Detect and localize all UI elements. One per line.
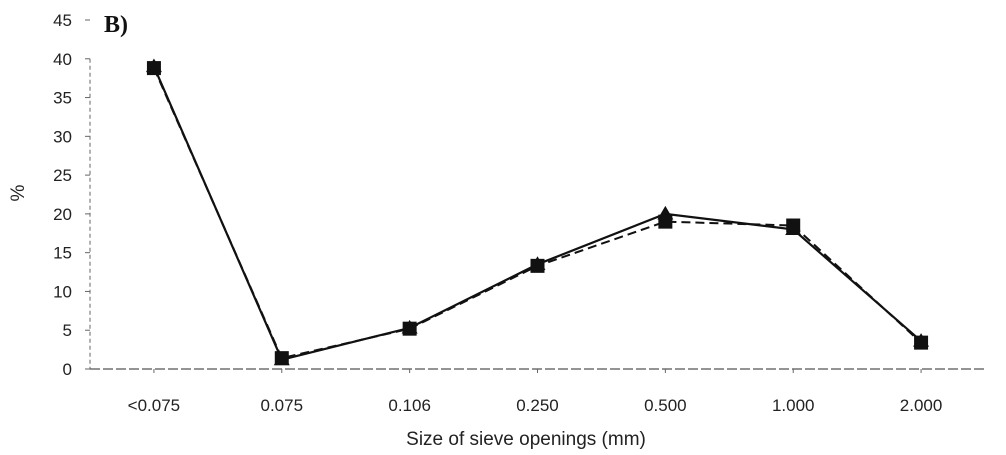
y-tick-label: 40 — [53, 50, 72, 69]
y-axis-title: % — [8, 184, 29, 201]
y-tick-label: 30 — [53, 127, 72, 146]
y-tick-label: 20 — [53, 205, 72, 224]
series-2-point — [914, 335, 929, 350]
series-2-point — [786, 218, 801, 233]
y-tick-label: 10 — [53, 282, 72, 301]
series-2-point — [402, 321, 417, 336]
series-line-1 — [152, 66, 922, 361]
series-2-point — [530, 258, 545, 273]
x-tick-label: 0.250 — [516, 396, 559, 415]
x-tick-label: <0.075 — [128, 396, 180, 415]
y-tick-label: 15 — [53, 244, 72, 263]
y-tick-label: 0 — [63, 360, 72, 379]
x-tick-label: 2.000 — [900, 396, 943, 415]
x-tick-label: 0.500 — [644, 396, 687, 415]
x-tick-label: 0.106 — [388, 396, 431, 415]
y-tick-label: 35 — [53, 89, 72, 108]
y-tick-label: 45 — [53, 11, 72, 30]
series-2-point — [658, 214, 673, 229]
x-axis-ticks: <0.075 0.075 0.106 0.250 0.500 1.000 2.000 — [128, 369, 943, 415]
x-tick-label: 0.075 — [261, 396, 304, 415]
y-tick-label: 5 — [63, 321, 72, 340]
series-line-2 — [153, 67, 922, 360]
y-tick-label: 25 — [53, 166, 72, 185]
series-2-point — [274, 351, 289, 366]
x-tick-label: 1.000 — [772, 396, 815, 415]
series-2-point — [146, 61, 161, 76]
y-axis-ticks: 0 5 10 15 20 25 30 35 40 45 — [53, 11, 90, 379]
x-axis-title: Size of sieve openings (mm) — [406, 429, 646, 450]
panel-label: B) — [104, 12, 128, 38]
series-layer — [145, 58, 930, 366]
